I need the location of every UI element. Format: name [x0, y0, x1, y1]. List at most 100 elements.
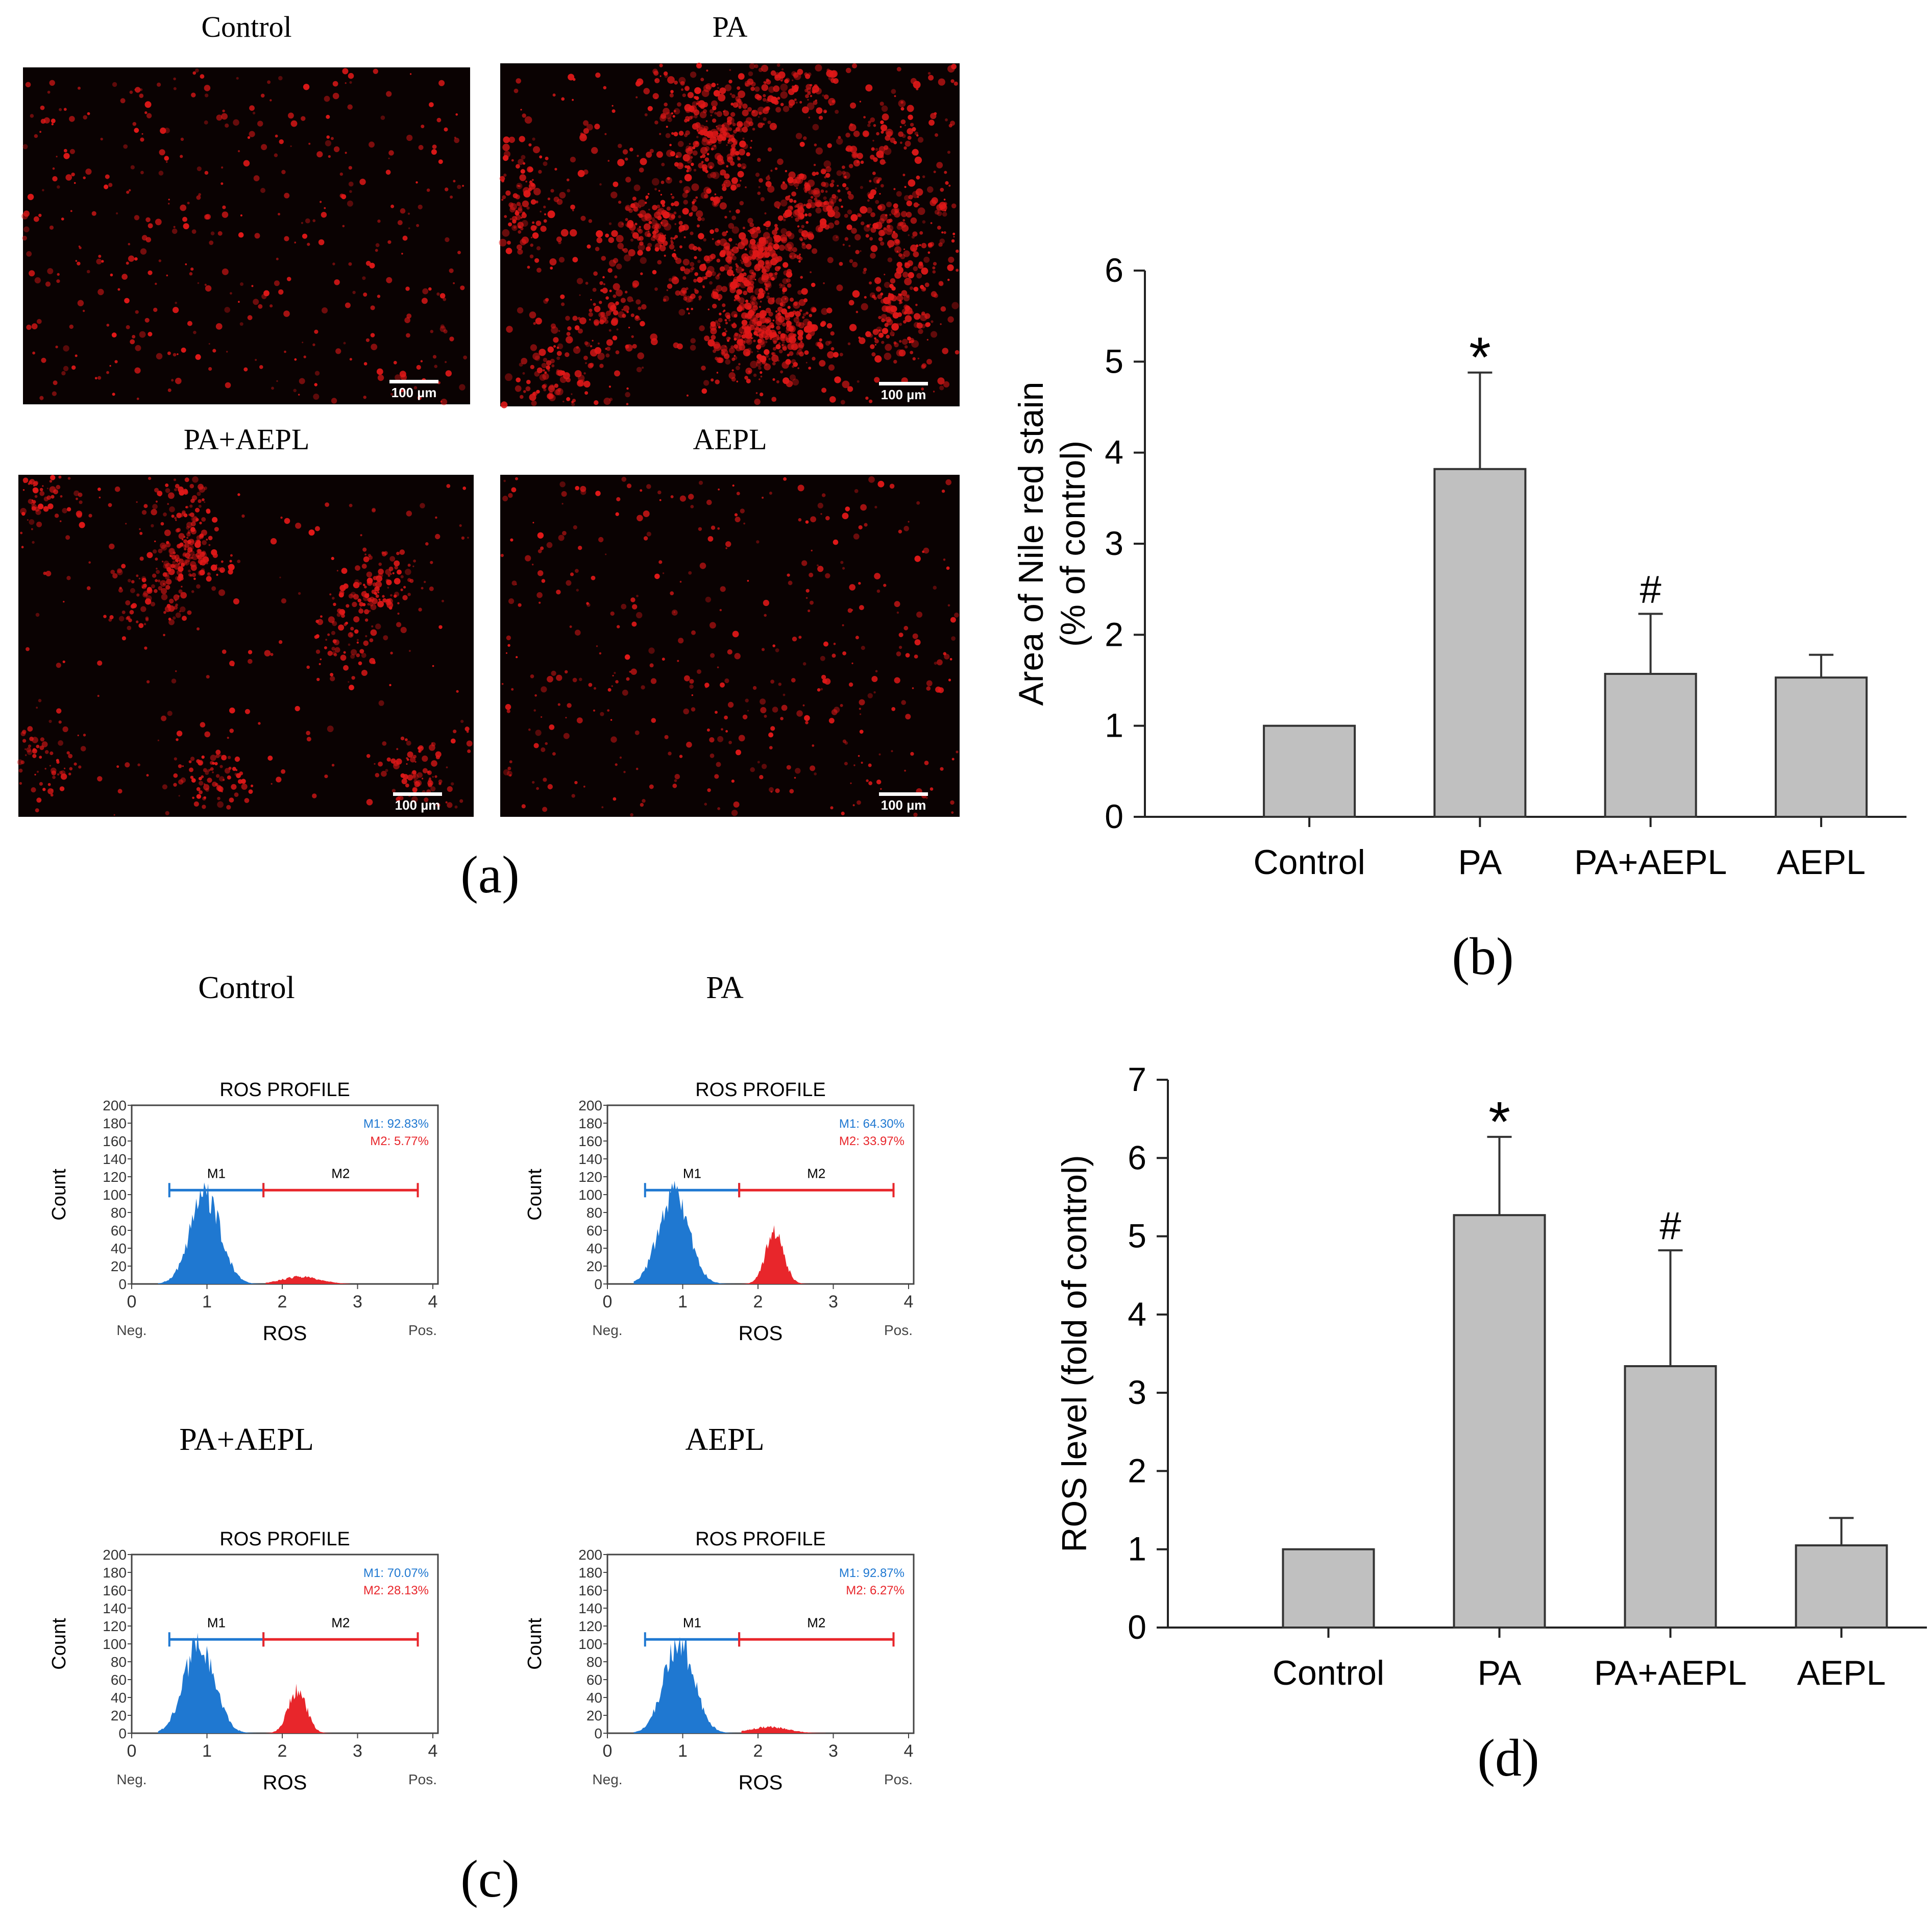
stain-dot [717, 527, 720, 530]
stain-dot [97, 488, 101, 491]
stain-dot [719, 266, 725, 272]
stain-dot [196, 794, 202, 799]
stain-dot [525, 555, 531, 562]
stain-dot [343, 651, 346, 654]
stain-dot [614, 275, 618, 279]
stain-dot [53, 380, 58, 385]
stain-dot [241, 783, 248, 790]
stain-dot [648, 221, 652, 225]
stain-dot [809, 313, 813, 318]
m1-gate-label: M1 [683, 1166, 701, 1181]
stain-dot [930, 199, 937, 206]
stain-dot [744, 302, 752, 310]
stain-dot [39, 488, 43, 492]
stain-dot [870, 245, 878, 252]
stain-dot [420, 360, 423, 362]
stain-dot [703, 380, 710, 386]
flow-x-tick-label: 0 [603, 1741, 613, 1761]
stain-dot [717, 135, 724, 142]
stain-dot [793, 72, 799, 78]
stain-dot [429, 102, 434, 107]
stain-dot [125, 762, 130, 768]
stain-dot [517, 244, 522, 250]
stain-dot [774, 227, 779, 231]
stain-dot [910, 245, 918, 252]
stain-dot [737, 99, 742, 103]
stain-dot [804, 182, 809, 187]
stain-dot [251, 285, 254, 287]
stain-dot [711, 82, 716, 87]
stain-dot [725, 230, 728, 233]
flow-x-axis-label: ROS [263, 1772, 307, 1794]
stain-dot [438, 159, 443, 164]
stain-dot [690, 71, 697, 78]
stain-dot [136, 620, 139, 623]
stain-dot [441, 398, 448, 405]
stain-dot [358, 609, 364, 614]
stain-dot [752, 128, 755, 131]
stain-dot [434, 775, 437, 778]
stain-dot [795, 217, 799, 222]
m1-gate-label: M1 [683, 1615, 701, 1630]
stain-dot [745, 698, 749, 702]
stain-dot [888, 293, 891, 296]
m2-gate-label: M2 [807, 1615, 825, 1630]
stain-dot [34, 480, 39, 486]
stain-dot [652, 234, 656, 238]
stain-dot [815, 172, 819, 175]
stain-dot [688, 176, 691, 180]
stain-dot [860, 713, 862, 715]
m1-histogram [633, 1637, 740, 1733]
stain-dot [324, 646, 327, 649]
stain-dot [267, 756, 273, 761]
flow-panel-title: PA [706, 970, 744, 1005]
stain-dot [58, 720, 62, 724]
stain-dot [737, 289, 743, 295]
stain-dot [682, 192, 688, 198]
stain-dot [432, 144, 437, 149]
stain-dot [875, 148, 878, 151]
stain-dot [359, 602, 364, 607]
stain-dot [59, 108, 62, 111]
stain-dot [509, 760, 512, 764]
stain-dot [166, 274, 168, 277]
stain-dot [735, 243, 738, 246]
stain-dot [683, 236, 686, 238]
stain-dot [809, 572, 814, 577]
stain-dot [694, 256, 697, 259]
stain-dot [776, 256, 782, 262]
stain-dot [27, 519, 29, 521]
stain-dot [861, 762, 863, 764]
flow-x-tick-label: 1 [202, 1741, 212, 1761]
stain-dot [785, 196, 790, 201]
stain-dot [29, 270, 35, 277]
stain-dot [284, 350, 286, 353]
stain-dot [794, 776, 796, 779]
stain-dot [904, 124, 906, 126]
stain-dot [848, 300, 854, 306]
stain-dot [96, 258, 102, 264]
stain-dot [812, 124, 819, 131]
stain-dot [732, 256, 737, 260]
stain-dot [37, 770, 39, 773]
stain-dot [638, 199, 646, 207]
stain-dot [418, 204, 423, 210]
stain-dot [752, 250, 755, 253]
stain-dot [20, 507, 27, 515]
stain-dot [138, 577, 140, 579]
stain-dot [745, 278, 748, 281]
stain-dot [532, 232, 539, 239]
stain-dot [890, 329, 893, 332]
stain-dot [788, 103, 793, 108]
stain-dot [904, 186, 907, 188]
stain-dot [543, 161, 548, 166]
stain-dot [683, 297, 688, 301]
stain-dot [83, 734, 86, 737]
stain-dot [707, 339, 715, 347]
stain-dot [916, 273, 922, 279]
stain-dot [658, 190, 661, 192]
stain-dot [508, 222, 512, 227]
stain-dot [159, 494, 161, 497]
stain-dot [748, 71, 753, 77]
stain-dot [359, 581, 362, 585]
